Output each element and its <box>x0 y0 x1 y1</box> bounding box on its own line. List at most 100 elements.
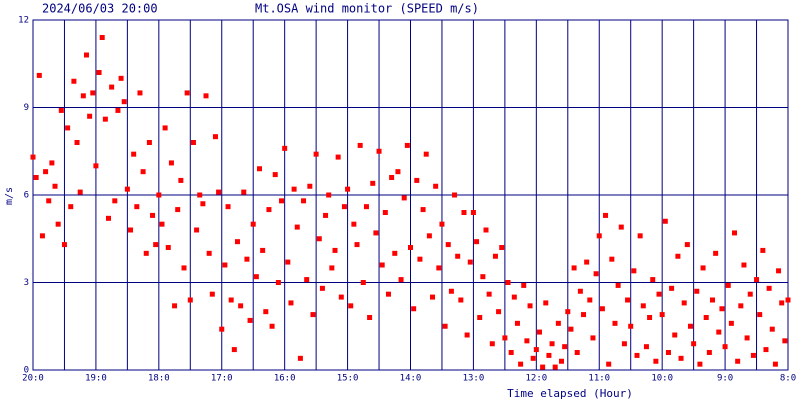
point <box>732 230 738 236</box>
point <box>606 361 612 367</box>
point <box>587 297 593 303</box>
point <box>694 288 700 294</box>
point <box>559 358 564 364</box>
point <box>49 160 55 166</box>
point <box>297 355 303 361</box>
point <box>518 361 524 367</box>
point <box>697 361 703 367</box>
point <box>776 268 782 274</box>
point <box>486 291 492 297</box>
y-tick-label: 3 <box>24 278 29 288</box>
point <box>439 221 445 227</box>
point <box>288 300 294 306</box>
point <box>404 142 410 148</box>
point <box>665 350 671 355</box>
x-tick-label: 17:0 <box>211 374 233 384</box>
point <box>521 282 527 288</box>
point <box>603 212 609 218</box>
point <box>621 341 627 347</box>
point <box>417 256 423 262</box>
point <box>96 70 102 75</box>
point <box>703 315 709 320</box>
chart-subtitle: 2024/06/03 20:00 <box>42 2 158 16</box>
point <box>326 192 332 198</box>
point <box>209 291 215 297</box>
point <box>505 280 511 285</box>
point <box>549 341 555 347</box>
point <box>244 256 250 262</box>
point <box>527 303 533 309</box>
x-tick-label: 16:0 <box>274 374 296 384</box>
point <box>153 242 159 248</box>
point <box>172 303 178 309</box>
point <box>741 262 747 268</box>
point <box>118 75 124 81</box>
point <box>568 326 574 332</box>
point <box>719 306 725 312</box>
point <box>109 84 115 90</box>
point <box>533 347 539 353</box>
point <box>285 259 291 265</box>
point <box>637 233 643 239</box>
point <box>124 186 130 192</box>
point <box>687 323 693 329</box>
point <box>411 306 417 312</box>
point <box>301 198 307 204</box>
point <box>452 192 458 198</box>
point <box>706 350 712 355</box>
point <box>499 245 505 250</box>
point <box>398 277 404 283</box>
point <box>681 300 687 306</box>
point <box>448 288 454 294</box>
point <box>722 344 728 350</box>
point <box>433 183 439 189</box>
point <box>247 317 253 323</box>
point <box>662 218 668 224</box>
point <box>131 151 137 157</box>
point <box>178 177 184 183</box>
x-tick-label: 20:0 <box>22 374 44 384</box>
point <box>389 175 395 180</box>
x-tick-label: 8:0 <box>780 374 796 384</box>
point <box>684 242 690 248</box>
point <box>543 300 549 306</box>
point <box>272 172 278 178</box>
point <box>467 259 473 265</box>
chart-title: Mt.OSA wind monitor (SPEED m/s) <box>255 2 479 16</box>
point <box>643 344 649 350</box>
point <box>184 90 190 96</box>
point <box>766 285 772 291</box>
point <box>257 166 262 172</box>
point <box>615 282 621 288</box>
point <box>102 116 108 122</box>
point <box>426 233 432 239</box>
y-tick-label: 0 <box>24 366 29 376</box>
x-tick-label: 18:0 <box>148 374 170 384</box>
point <box>672 332 678 338</box>
point <box>341 204 347 210</box>
point <box>571 265 577 271</box>
x-tick-label: 14:0 <box>400 374 422 384</box>
point <box>489 341 495 347</box>
point <box>146 140 152 145</box>
y-tick-label: 6 <box>24 191 29 201</box>
point <box>540 364 546 370</box>
point <box>266 207 272 213</box>
point <box>577 288 583 294</box>
point <box>477 315 483 320</box>
point <box>480 274 486 280</box>
point <box>279 198 285 204</box>
point <box>382 210 388 215</box>
point <box>291 186 297 192</box>
point <box>779 300 785 306</box>
point <box>71 78 77 84</box>
point <box>772 361 778 367</box>
point <box>392 250 398 256</box>
point <box>757 312 763 318</box>
point <box>360 280 366 285</box>
point <box>93 163 99 169</box>
point <box>99 35 105 40</box>
point <box>414 177 420 183</box>
point <box>46 198 52 204</box>
x-tick-label: 12:0 <box>525 374 547 384</box>
